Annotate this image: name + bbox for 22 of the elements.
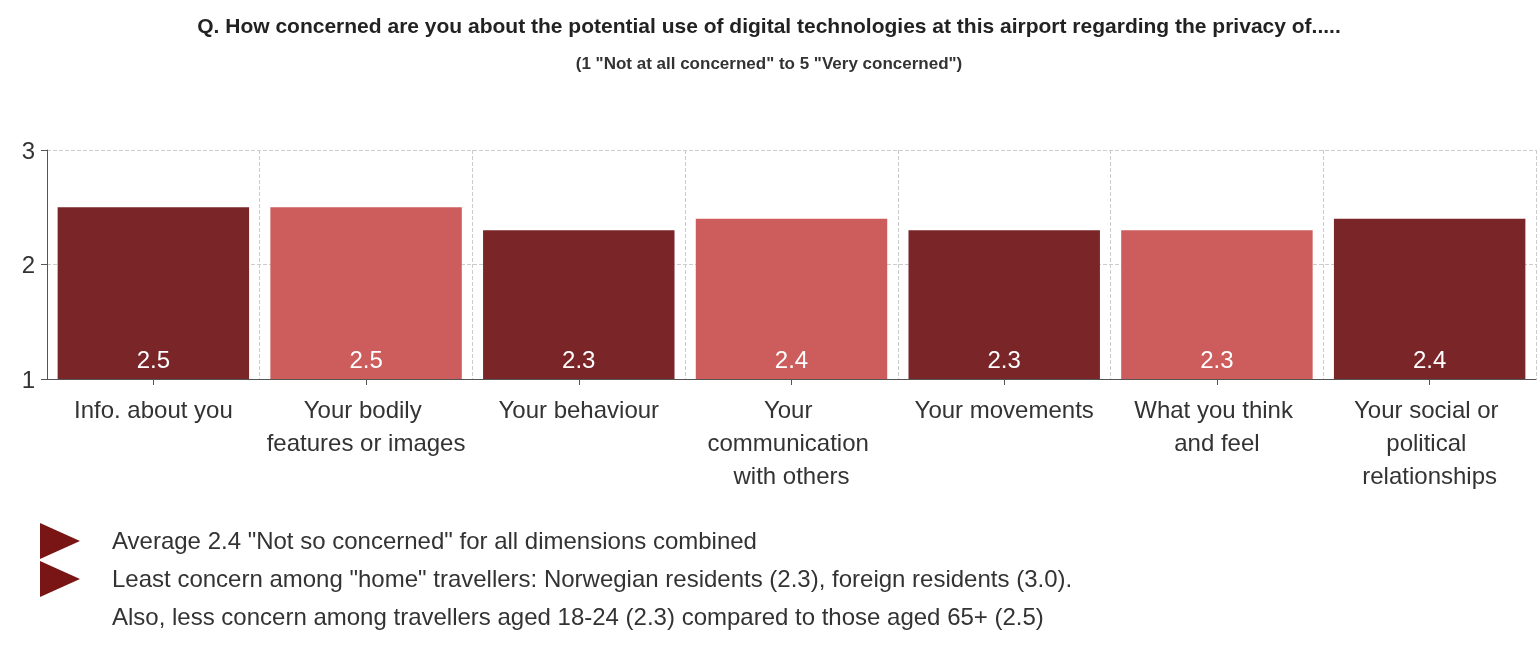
x-tick-label: Your behaviour xyxy=(498,396,660,423)
chart-title: Q. How concerned are you about the potential use of digital technologies at this airport regarding the privacy of..... xyxy=(197,13,1341,37)
text: Also, less concern among travellers aged 18-24 (2.3) compared to those aged 65+ (2.5) xyxy=(112,603,1044,631)
x-tick-label: Your communication with others xyxy=(707,396,876,489)
x-tick-label: Your bodily features or images xyxy=(266,396,466,456)
text: Least concern among "home" travellers: Norwegian residents (2.3), foreign residents (3.0). xyxy=(112,565,1073,593)
y-tick-label: 2 xyxy=(21,251,35,278)
data-label: 2.3 xyxy=(1200,345,1234,373)
data-label: 2.4 xyxy=(1412,345,1447,373)
data-label: 2.5 xyxy=(349,345,383,373)
x-tick-label: Your movements xyxy=(914,396,1094,423)
data-label: 2.3 xyxy=(987,345,1021,373)
x-tick-label: Info. about you xyxy=(73,396,233,423)
y-tick-label: 3 xyxy=(21,136,35,164)
y-tick-label: 1 xyxy=(21,365,35,393)
x-tick-label: What you think and feel xyxy=(1134,396,1300,456)
data-label: 2.5 xyxy=(136,345,171,373)
chart-subtitle: (1 "Not at all concerned" to 5 "Very concerned") xyxy=(575,54,963,73)
text: Average 2.4 "Not so concerned" for all dimensions combined xyxy=(112,527,757,555)
data-label: 2.3 xyxy=(562,345,596,373)
x-tick-label: Your social or political relationships xyxy=(1354,396,1506,489)
data-label: 2.4 xyxy=(774,345,809,373)
